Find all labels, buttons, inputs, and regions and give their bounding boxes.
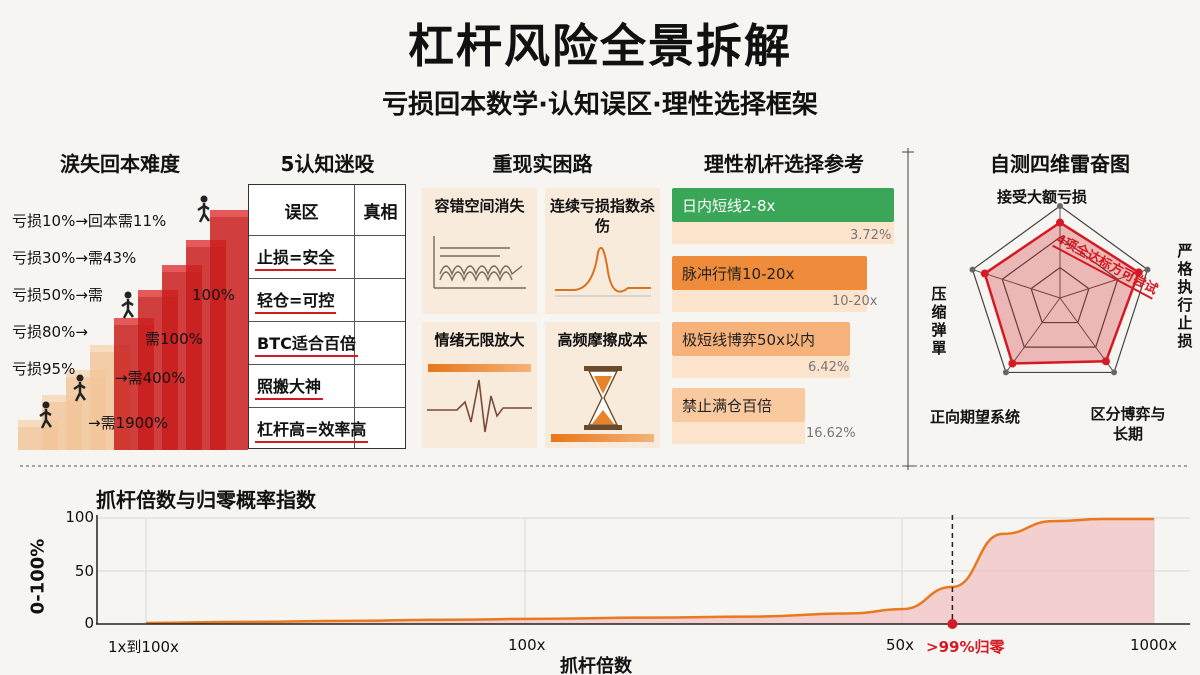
radar-spoke: [1005, 297, 1061, 373]
radar-point: [1134, 268, 1143, 277]
myth-item: 止损=安全: [255, 244, 337, 271]
x-tick: 100x: [508, 636, 546, 654]
leverage-pct: 16.62%: [806, 426, 856, 441]
myth-item: 照搬大神: [255, 373, 324, 400]
marker-point: [947, 619, 958, 629]
chart-area: [146, 519, 1154, 624]
dilemma-label: 情绪无限放大: [434, 331, 525, 349]
leverage-pct: 3.72%: [850, 228, 892, 243]
myths-header-myth: 误区: [284, 203, 319, 223]
y-tick: 0: [84, 614, 94, 632]
dilemma-label: 高频摩擦成本: [557, 331, 648, 349]
x-tick: 1000x: [1130, 636, 1178, 654]
myth-item: BTC适合百倍: [255, 330, 358, 357]
chart-x-label: 抓杆倍数: [560, 656, 632, 675]
recovery-row-4: 亏损80%→: [12, 323, 88, 341]
radar-title: 自测四维雷奋图: [990, 152, 1130, 176]
radar-chart: [969, 203, 1151, 376]
dilemma-card: 连续亏损指数杀伤: [545, 188, 660, 314]
y-tick: 50: [74, 562, 94, 580]
radar-vertex: [1144, 266, 1151, 273]
x-tick: 50x: [886, 636, 914, 654]
leverage-title: 理性机杆选择参考: [704, 152, 864, 176]
radar-vertex: [1002, 369, 1009, 376]
stairs-illustration: [18, 195, 248, 450]
page-subtitle: 亏损回本数学·认知误区·理性选择框架: [382, 90, 818, 120]
recovery-row-1: 亏损10%→回本需11%: [12, 212, 167, 230]
y-tick: 100: [65, 508, 94, 526]
leverage-bar: 脉冲行情10-20x: [672, 256, 867, 290]
radar-axis-label: 正向期望系统: [930, 408, 1021, 426]
radar-vertex: [1057, 203, 1063, 209]
radar-axis-label: 压缩弹單: [931, 285, 947, 357]
myths-title: 5认知迷吺: [280, 152, 375, 176]
dilemma-label: 容错空间消失: [434, 197, 525, 215]
myth-item: 杠杆高=效率高: [255, 416, 369, 443]
radar-grid: [971, 205, 1149, 374]
climber-figure: [73, 374, 87, 402]
radar-grid: [1001, 236, 1119, 348]
leverage-bar: 日内短线2-8x: [672, 188, 894, 222]
recovery-need-4: 需100%: [145, 330, 203, 348]
radar-point: [980, 269, 989, 278]
radar-series: [983, 221, 1141, 365]
radar-axis-label: 区分博弈与长期: [1090, 405, 1166, 443]
radar-axis-label: 严格执行止损: [1177, 242, 1193, 350]
recovery-need-3: 100%: [192, 286, 235, 304]
spring-icon: [433, 236, 526, 289]
recovery-row-5: 亏损95%: [12, 360, 76, 378]
radar-point: [1101, 357, 1110, 366]
hourglass-icon: [584, 366, 622, 430]
recovery-row-2: 亏损30%→需43%: [12, 249, 137, 267]
chart-line: [145, 517, 1154, 625]
page-title: 杠杆风险全景拆解: [408, 19, 792, 73]
chart-title: 抓杆倍数与归零概率指数: [96, 488, 316, 512]
radar-spoke: [1059, 269, 1148, 299]
myths-table: 误区 真相 止损=安全 轻仓=可控 BTC适合百倍 照搬大神 杠杆高=效率高: [248, 184, 406, 449]
dilemmas-title: 重现实困路: [492, 152, 593, 176]
leverage-bar: 禁止满仓百倍: [672, 388, 805, 422]
recovery-title: 涙失回本难度: [60, 152, 180, 176]
chart-y-label: 0-100%: [27, 538, 49, 615]
chart-annotation: >99%归零: [926, 638, 1005, 656]
leverage-bar: 极短线博弈50x以内: [672, 322, 850, 356]
myths-header-truth: 真相: [363, 203, 398, 223]
myth-item: 轻仓=可控: [255, 287, 337, 314]
leverage-pct: 6.42%: [808, 360, 850, 375]
chart-plot: [96, 515, 1190, 629]
wave-peak-icon: [555, 247, 651, 297]
radar-vertex: [969, 266, 976, 273]
radar-vertex: [1111, 369, 1118, 376]
x-tick: 1x到100x: [108, 638, 179, 656]
stair-step: [210, 210, 248, 450]
climber-figure: [121, 291, 135, 319]
heartbeat-icon: [427, 379, 532, 433]
radar-point: [1056, 218, 1064, 227]
climber-figure: [39, 401, 53, 429]
dilemma-card: 容错空间消失: [422, 188, 537, 314]
recovery-need-5: →需400%: [115, 369, 186, 387]
climber-figure: [197, 195, 211, 223]
recovery-need-6: →需1900%: [88, 414, 168, 432]
radar-axis-label: 接受大额亏损: [997, 188, 1088, 206]
leverage-pct: 10-20x: [832, 294, 878, 309]
recovery-row-3: 亏损50%→需: [12, 286, 103, 304]
radar-point: [1008, 359, 1017, 368]
radar-grid: [1030, 266, 1090, 324]
dilemma-label: 连续亏损指数杀伤: [549, 197, 655, 235]
dilemma-card: 情绪无限放大: [422, 322, 537, 448]
dilemma-card: 高频摩擦成本: [545, 322, 660, 448]
